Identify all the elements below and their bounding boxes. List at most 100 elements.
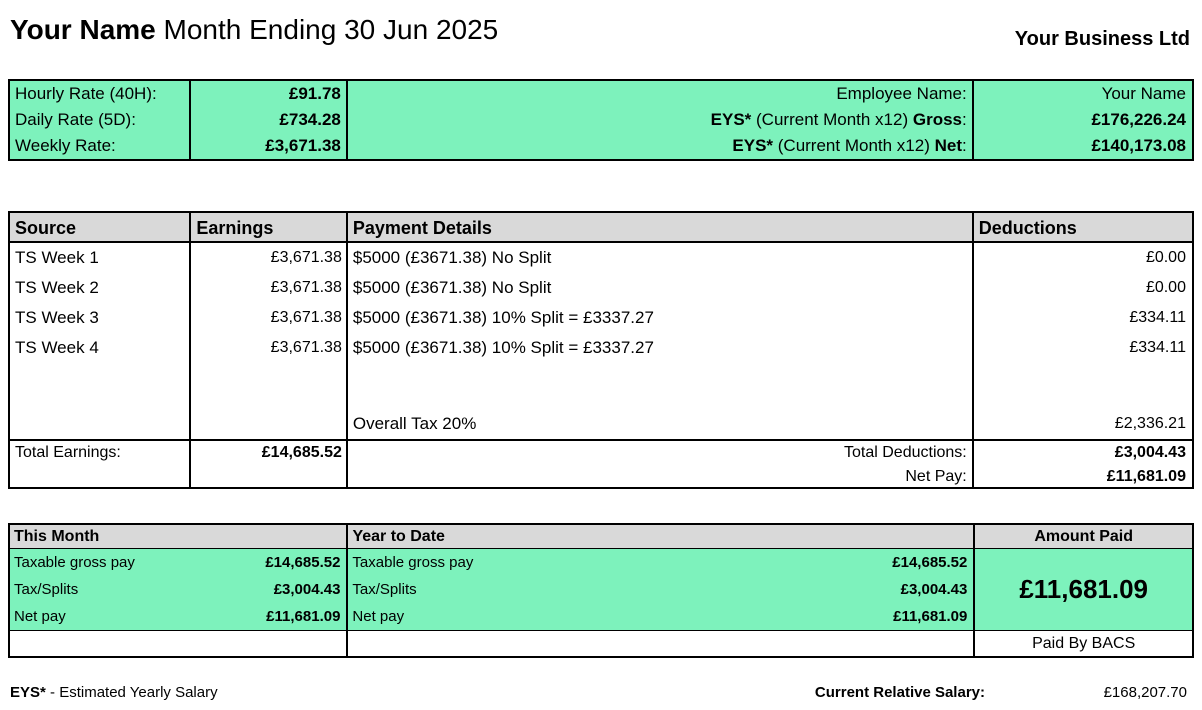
amount-paid-column: £11,681.09 (975, 549, 1192, 630)
empty-cell (10, 631, 349, 656)
payment-cell: $5000 (£3671.38) No Split (352, 248, 552, 267)
statement-table: Source Earnings Payment Details Deductio… (8, 211, 1194, 489)
header-payment-details: Payment Details (348, 213, 974, 241)
earnings-cell: £3,671.38 (270, 309, 342, 326)
row-label: Taxable gross pay (14, 554, 135, 571)
rates-panel: Hourly Rate (40H): £91.78 Employee Name:… (8, 79, 1194, 161)
year-to-date-column: Taxable gross pay £14,685.52 Tax/Splits £3… (348, 549, 976, 630)
eys-footnote-abbrev: EYS* (10, 684, 46, 701)
deduction-cell: £334.11 (1129, 309, 1186, 326)
this-month-column: Taxable gross pay £14,685.52 Tax/Splits £3… (10, 549, 349, 630)
weekly-rate-value: £3,671.38 (191, 133, 348, 159)
hourly-rate-label: Hourly Rate (40H): (10, 81, 192, 107)
header-year-to-date: Year to Date (348, 525, 976, 548)
statement-totals-row: Total Earnings: £14,685.52 Total Deducti… (10, 439, 1192, 487)
row-value: £11,681.09 (893, 608, 968, 625)
paid-method-row: Paid By BACS (10, 631, 1192, 656)
payment-spacer (348, 363, 972, 409)
employee-name-title: Your Name (10, 14, 156, 45)
row-label: Net pay (14, 608, 66, 625)
row-value: £14,685.52 (892, 554, 968, 571)
employee-name-value: Your Name (1101, 84, 1186, 103)
eys-abbrev: EYS* (732, 136, 774, 155)
eys-middle: (Current Month x12) (773, 136, 935, 155)
header-this-month: This Month (10, 525, 349, 548)
eys-kind-gross: Gross (912, 110, 962, 129)
summary-body: Taxable gross pay £14,685.52 Tax/Splits £3… (10, 549, 1192, 631)
summary-row: Net pay £11,681.09 (348, 603, 973, 630)
rates-row-weekly: Weekly Rate: £3,671.38 EYS* (Current Mon… (10, 133, 1192, 159)
header-earnings: Earnings (191, 213, 348, 241)
eys-gross-value: £176,226.24 (1091, 110, 1186, 129)
source-cell: TS Week 3 (15, 308, 99, 327)
total-earnings-value: £14,685.52 (261, 444, 342, 461)
hourly-rate-value: £91.78 (191, 81, 348, 107)
row-label: Taxable gross pay (352, 554, 474, 571)
row-label: Net pay (352, 608, 405, 625)
column-deductions: £0.00 £0.00 £334.11 £334.11 £2,336.21 (974, 243, 1192, 439)
row-value: £11,681.09 (266, 608, 341, 625)
column-payment-details: $5000 (£3671.38) No Split $5000 (£3671.3… (348, 243, 974, 439)
totals-values-cell: £3,004.43 £11,681.09 (974, 441, 1192, 487)
period-title: Month Ending 30 Jun 2025 (155, 14, 499, 45)
row-label: Tax/Splits (14, 581, 79, 598)
row-value: £14,685.52 (265, 554, 341, 571)
row-value: £3,004.43 (273, 581, 341, 598)
summary-row: Taxable gross pay £14,685.52 (348, 549, 973, 576)
statement-header-row: Source Earnings Payment Details Deductio… (10, 213, 1192, 243)
eys-footnote: EYS* - Estimated Yearly Salary (10, 684, 218, 701)
row-value: £3,004.43 (900, 581, 968, 598)
summary-table: This Month Year to Date Amount Paid Taxa… (8, 523, 1194, 658)
weekly-rate-label: Weekly Rate: (10, 133, 192, 159)
earnings-cell: £3,671.38 (270, 249, 342, 266)
source-cell: TS Week 2 (15, 278, 99, 297)
overall-tax-label: Overall Tax 20% (352, 414, 477, 433)
eys-net-label: EYS* (Current Month x12) Net: (348, 133, 974, 159)
summary-row: Tax/Splits £3,004.43 (348, 576, 973, 603)
header-amount-paid: Amount Paid (1034, 528, 1134, 545)
deduction-cell: £0.00 (1145, 249, 1186, 266)
total-earnings-value-cell: £14,685.52 (191, 441, 348, 487)
deduction-cell: £334.11 (1129, 339, 1186, 356)
eys-middle: (Current Month x12) (751, 110, 913, 129)
total-earnings-label-cell: Total Earnings: (10, 441, 192, 487)
net-pay-value: £11,681.09 (1106, 468, 1186, 485)
amount-paid-value: £11,681.09 (1019, 574, 1149, 604)
page-title: Your Name Month Ending 30 Jun 2025 (10, 14, 498, 46)
payment-cell: $5000 (£3671.38) 10% Split = £3337.27 (352, 338, 654, 357)
daily-rate-value: £734.28 (191, 107, 348, 133)
payment-cell: $5000 (£3671.38) No Split (352, 278, 552, 297)
column-earnings: £3,671.38 £3,671.38 £3,671.38 £3,671.38 (191, 243, 348, 439)
title-row: Your Name Month Ending 30 Jun 2025 Your … (10, 14, 1190, 50)
summary-row: Tax/Splits £3,004.43 (10, 576, 346, 603)
rates-row-daily: Daily Rate (5D): £734.28 EYS* (Current M… (10, 107, 1192, 133)
total-deductions-label: Total Deductions: (844, 444, 967, 461)
eys-footnote-text: - Estimated Yearly Salary (45, 684, 218, 701)
totals-labels-cell: Total Deductions: Net Pay: (348, 441, 974, 487)
deduction-spacer (974, 363, 1192, 409)
source-cell: TS Week 1 (15, 248, 99, 267)
paid-method: Paid By BACS (1032, 635, 1136, 652)
column-source: TS Week 1 TS Week 2 TS Week 3 TS Week 4 (10, 243, 192, 439)
eys-abbrev: EYS* (710, 110, 752, 129)
header-deductions: Deductions (978, 218, 1077, 238)
eys-colon: : (962, 136, 967, 155)
total-deductions-value: £3,004.43 (1114, 444, 1186, 461)
statement-body: TS Week 1 TS Week 2 TS Week 3 TS Week 4 … (10, 243, 1192, 439)
relative-salary-value: £168,207.70 (1103, 684, 1187, 701)
relative-salary-label: Current Relative Salary: (814, 684, 985, 701)
total-earnings-label: Total Earnings: (15, 444, 121, 461)
source-cell: TS Week 4 (15, 338, 99, 357)
daily-rate-label: Daily Rate (5D): (10, 107, 192, 133)
eys-kind-net: Net (934, 136, 962, 155)
net-pay-label: Net Pay: (905, 468, 967, 485)
deduction-cell: £0.00 (1145, 279, 1186, 296)
earnings-cell: £3,671.38 (270, 339, 342, 356)
eys-colon: : (962, 110, 967, 129)
rates-row-hourly: Hourly Rate (40H): £91.78 Employee Name:… (10, 81, 1192, 107)
summary-header-row: This Month Year to Date Amount Paid (10, 525, 1192, 549)
eys-gross-label: EYS* (Current Month x12) Gross: (348, 107, 974, 133)
overall-tax-value: £2,336.21 (1114, 415, 1186, 432)
eys-net-value: £140,173.08 (1091, 136, 1186, 155)
